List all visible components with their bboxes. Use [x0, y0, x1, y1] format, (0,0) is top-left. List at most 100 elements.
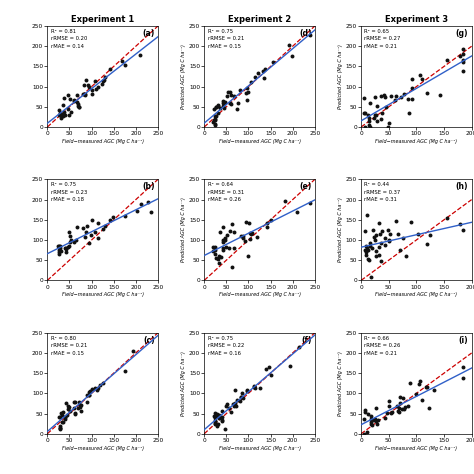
- Point: [361, 408, 369, 416]
- Point: [62, 112, 69, 119]
- Point: [367, 416, 375, 423]
- Point: [238, 390, 246, 397]
- Point: [383, 410, 391, 417]
- Point: [375, 243, 383, 250]
- Point: [460, 374, 467, 382]
- Point: [460, 50, 467, 58]
- Point: [62, 244, 70, 252]
- Text: R² = 0.81
rRMSE = 0.20
rMAE = 0.14: R² = 0.81 rRMSE = 0.20 rMAE = 0.14: [51, 29, 87, 49]
- Point: [221, 234, 228, 241]
- Point: [234, 396, 241, 404]
- Point: [211, 250, 219, 258]
- Point: [99, 225, 107, 232]
- Y-axis label: Predicted AGC (Mg C ha⁻¹): Predicted AGC (Mg C ha⁻¹): [181, 44, 186, 109]
- Point: [80, 90, 87, 98]
- Point: [377, 239, 385, 246]
- Point: [215, 411, 223, 419]
- Point: [214, 109, 222, 117]
- Point: [72, 410, 79, 418]
- Point: [121, 62, 128, 69]
- Point: [264, 219, 271, 227]
- Point: [212, 103, 220, 111]
- Point: [231, 399, 239, 407]
- Text: R² = 0.65
rRMSE = 0.27
rMAE = 0.21: R² = 0.65 rRMSE = 0.27 rMAE = 0.21: [365, 29, 401, 49]
- Point: [363, 245, 371, 252]
- X-axis label: Field−measured AGC (Mg C ha⁻¹): Field−measured AGC (Mg C ha⁻¹): [375, 446, 457, 451]
- Point: [241, 237, 249, 245]
- Point: [219, 408, 226, 415]
- Point: [392, 92, 400, 100]
- Point: [365, 118, 373, 125]
- Point: [219, 97, 227, 104]
- Point: [408, 218, 415, 226]
- Point: [281, 197, 288, 205]
- Point: [94, 219, 102, 227]
- Point: [106, 216, 114, 223]
- Point: [91, 77, 99, 85]
- Point: [211, 419, 219, 427]
- Point: [59, 418, 67, 425]
- Text: R² = 0.64
rRMSE = 0.31
rMAE = 0.26: R² = 0.64 rRMSE = 0.31 rMAE = 0.26: [208, 182, 244, 202]
- Point: [79, 90, 87, 97]
- Point: [370, 226, 377, 234]
- Point: [89, 87, 96, 94]
- Point: [227, 227, 234, 235]
- Point: [213, 410, 221, 418]
- Point: [213, 112, 220, 120]
- Point: [96, 381, 104, 389]
- Point: [230, 244, 237, 252]
- Point: [61, 244, 69, 251]
- Point: [437, 91, 444, 99]
- Point: [101, 222, 109, 230]
- Point: [367, 412, 374, 420]
- Point: [78, 401, 85, 409]
- X-axis label: Field−measured AGC (Mg C ha⁻¹): Field−measured AGC (Mg C ha⁻¹): [219, 139, 301, 144]
- Point: [86, 389, 93, 396]
- Point: [70, 97, 78, 104]
- Point: [396, 409, 403, 416]
- Point: [55, 111, 63, 119]
- Point: [237, 393, 245, 401]
- Point: [374, 416, 382, 424]
- Point: [247, 79, 255, 86]
- Point: [361, 246, 369, 254]
- Point: [397, 399, 404, 406]
- Point: [214, 422, 221, 429]
- Point: [251, 383, 258, 390]
- Point: [249, 229, 256, 237]
- Point: [76, 403, 83, 410]
- Point: [386, 230, 393, 238]
- Point: [70, 404, 78, 411]
- Point: [211, 112, 219, 120]
- Point: [265, 363, 273, 371]
- Point: [61, 415, 69, 423]
- Point: [365, 114, 373, 122]
- Point: [380, 91, 388, 99]
- Point: [362, 249, 369, 256]
- Point: [223, 231, 231, 239]
- Point: [219, 246, 227, 254]
- Point: [73, 223, 81, 231]
- Point: [219, 244, 227, 251]
- Point: [460, 46, 467, 53]
- Point: [211, 420, 219, 428]
- Point: [71, 399, 79, 406]
- Point: [55, 242, 63, 249]
- Point: [237, 232, 245, 239]
- Point: [382, 103, 390, 111]
- Point: [361, 109, 369, 117]
- Point: [385, 119, 393, 127]
- Point: [361, 430, 368, 438]
- Point: [134, 207, 141, 215]
- Point: [365, 122, 373, 129]
- Point: [460, 56, 467, 64]
- Point: [422, 383, 430, 391]
- Point: [408, 95, 416, 103]
- Point: [246, 219, 253, 227]
- Point: [243, 386, 250, 393]
- Point: [83, 392, 91, 399]
- Point: [63, 246, 70, 253]
- Point: [381, 94, 389, 101]
- Point: [214, 420, 221, 428]
- Point: [231, 92, 238, 100]
